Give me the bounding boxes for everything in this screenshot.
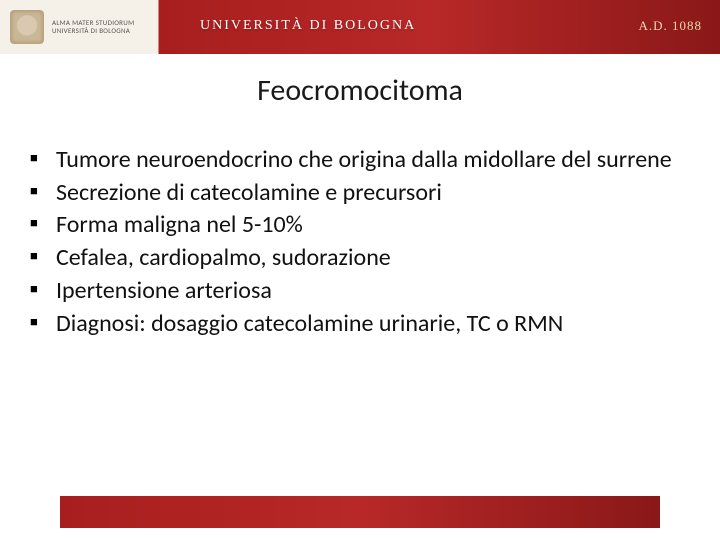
university-motto: ALMA MATER STUDIORUM UNIVERSITÀ DI BOLOG… [52, 19, 134, 34]
bullet-item: Diagnosi: dosaggio catecolamine urinarie… [30, 309, 690, 340]
bullet-item: Ipertensione arteriosa [30, 276, 690, 307]
university-seal-icon [10, 10, 44, 44]
bullet-item: Tumore neuroendocrino che origina dalla … [30, 145, 690, 176]
bullet-list: Tumore neuroendocrino che origina dalla … [30, 145, 690, 339]
bullet-item: Cefalea, cardiopalmo, sudorazione [30, 243, 690, 274]
footer-banner [60, 496, 660, 528]
slide-title: Feocromocitoma [0, 72, 720, 109]
motto-line-2: UNIVERSITÀ DI BOLOGNA [52, 27, 134, 35]
header-banner: ALMA MATER STUDIORUM UNIVERSITÀ DI BOLOG… [0, 0, 720, 54]
bullet-item: Forma maligna nel 5-10% [30, 210, 690, 241]
slide-content: Tumore neuroendocrino che origina dalla … [30, 145, 690, 339]
foundation-year: A.D. 1088 [638, 18, 702, 34]
university-name: UNIVERSITÀ DI BOLOGNA [200, 18, 416, 34]
bullet-item: Secrezione di catecolamine e precursori [30, 178, 690, 209]
